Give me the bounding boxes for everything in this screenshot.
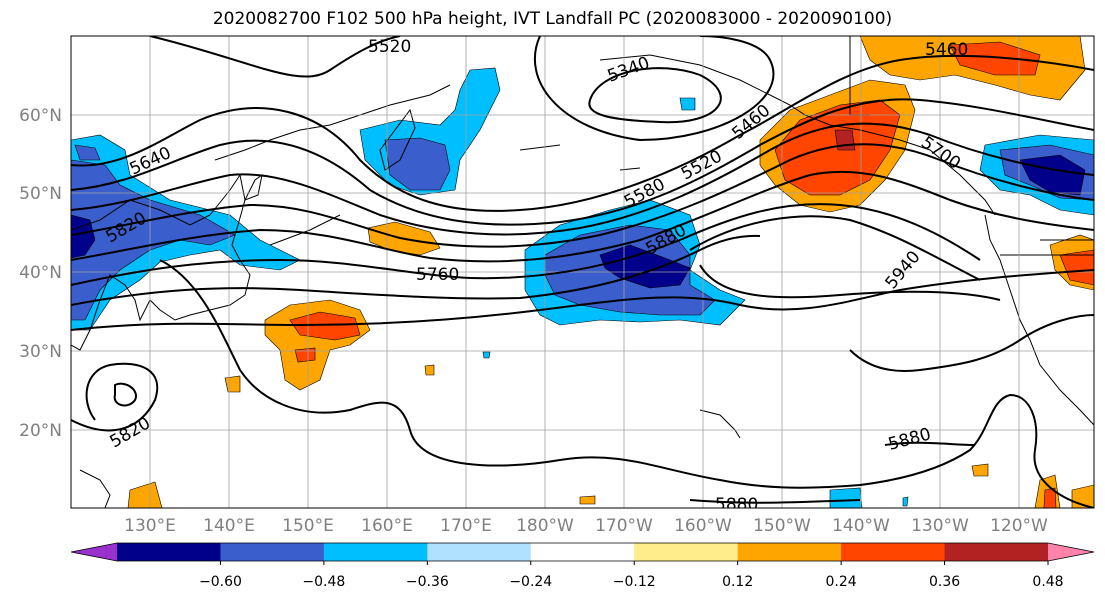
lat-label: 50°N [19,184,62,204]
lon-label: 130°W [911,516,969,536]
colorbar-cell [427,543,532,561]
colorbar-tick-label: 0.48 [1032,574,1063,590]
colorbar-ticks: −0.60 −0.48 −0.36 −0.24 −0.12 0.12 0.24 0.36 0.4… [199,561,1064,590]
colorbar-cell [737,543,842,561]
lon-label: 150°W [753,516,811,536]
contour-labels: 5520 5340 5460 5640 5820 5580 5520 5460 … [103,37,969,515]
height-contours [71,36,1094,508]
colorbar-cell [634,543,739,561]
map-panel: 5520 5340 5460 5640 5820 5580 5520 5460 … [71,36,1094,515]
colorbar-cell [117,543,221,561]
colorbar-extend-left [71,543,117,561]
lat-label: 40°N [19,263,62,283]
lon-label: 170°W [595,516,653,536]
lon-label: 160°E [361,516,413,536]
lon-label: 160°W [674,516,732,536]
lon-label: 150°E [282,516,334,536]
contour-label: 5460 [925,40,968,60]
lat-label: 60°N [19,106,62,126]
lon-label: 170°E [440,516,492,536]
map-frame [70,35,1095,509]
colorbar-cell [220,543,325,561]
colorbar-cell [323,543,428,561]
colorbar-cell [841,543,946,561]
gridlines [71,36,1094,508]
colorbar-cells [71,543,1094,561]
lat-label: 30°N [19,342,62,362]
colorbar-tick-label: −0.36 [406,574,449,590]
lat-label: 20°N [19,421,62,441]
colorbar-tick-label: 0.12 [722,574,753,590]
lon-label: 140°E [203,516,255,536]
colorbar-extend-right [1048,543,1094,561]
lon-label: 180°W [516,516,574,536]
colorbar: −0.60 −0.48 −0.36 −0.24 −0.12 0.12 0.24 0.36 0.4… [70,542,1095,590]
ivt-shading [71,36,1094,508]
colorbar-cell [530,543,635,561]
colorbar-tick-label: −0.24 [509,574,552,590]
lon-label: 120°W [990,516,1048,536]
contour-label: 5880 [715,495,758,515]
lon-label: 140°W [832,516,890,536]
map-title: 2020082700 F102 500 hPa height, IVT Land… [212,9,893,29]
colorbar-cell [944,543,1049,561]
lon-label: 130°E [124,516,176,536]
colorbar-tick-label: −0.48 [302,574,345,590]
colorbar-outline [70,542,1095,562]
colorbar-tick-label: 0.24 [826,574,857,590]
coastlines [71,36,1094,508]
lon-labels: 130°E 140°E 150°E 160°E 170°E 180°W 170°… [124,516,1048,536]
contour-label: 5760 [416,265,459,285]
colorbar-tick-label: −0.60 [199,574,242,590]
lat-labels: 60°N 50°N 40°N 30°N 20°N [19,106,62,441]
colorbar-tick-label: 0.36 [929,574,960,590]
contour-label: 5520 [368,37,411,57]
colorbar-tick-label: −0.12 [613,574,656,590]
